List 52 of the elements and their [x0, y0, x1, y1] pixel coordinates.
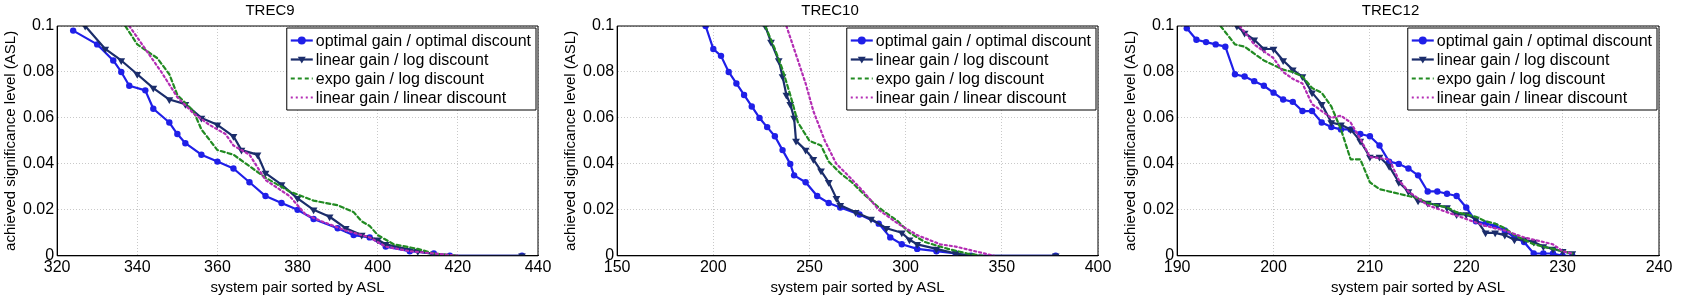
x-tick-label: 350 — [988, 257, 1016, 275]
legend-label: optimal gain / optimal discount — [1436, 31, 1653, 49]
chart-title: TREC12 — [1361, 1, 1420, 19]
legend-label: expo gain / log discount — [315, 69, 485, 87]
y-tick-label: 0.1 — [31, 16, 55, 34]
y-axis-title: achieved significance level (ASL) — [1121, 30, 1139, 251]
x-axis-title: system pair sorted by ASL — [770, 278, 945, 296]
x-tick-label: 360 — [204, 257, 231, 275]
x-tick-label: 240 — [1645, 257, 1673, 275]
x-tick-label: 250 — [796, 257, 823, 275]
y-tick-label: 0.06 — [1143, 108, 1175, 126]
legend-label: expo gain / log discount — [1436, 69, 1606, 87]
x-axis-title: system pair sorted by ASL — [210, 278, 385, 296]
legend-label: linear gain / linear discount — [1436, 88, 1628, 106]
y-axis-title: achieved significance level (ASL) — [1, 30, 19, 251]
legend-label: linear gain / log discount — [875, 50, 1049, 68]
legend-label: linear gain / log discount — [315, 50, 489, 68]
y-axis-title: achieved significance level (ASL) — [561, 30, 579, 251]
x-tick-label: 380 — [284, 257, 312, 275]
legend-label: optimal gain / optimal discount — [315, 31, 532, 49]
x-tick-label: 400 — [364, 257, 392, 275]
y-tick-label: 0.02 — [583, 200, 615, 218]
legend-label: optimal gain / optimal discount — [875, 31, 1092, 49]
chart-title: TREC10 — [801, 1, 859, 19]
y-tick-label: 0.04 — [583, 154, 615, 172]
x-axis-title: system pair sorted by ASL — [1330, 278, 1506, 296]
y-tick-label: 0.08 — [23, 62, 55, 80]
x-tick-label: 220 — [1452, 257, 1480, 275]
x-tick-label: 340 — [123, 257, 151, 275]
y-tick-label: 0.04 — [1143, 154, 1175, 172]
y-tick-label: 0.04 — [23, 154, 55, 172]
y-tick-label: 0.1 — [1151, 16, 1175, 34]
y-tick-label: 0.02 — [1143, 200, 1175, 218]
y-tick-label: 0.1 — [591, 16, 615, 34]
legend-label: expo gain / log discount — [875, 69, 1045, 87]
chart-title: TREC9 — [245, 1, 295, 19]
x-tick-label: 420 — [444, 257, 472, 275]
legend-label: linear gain / log discount — [1436, 50, 1610, 68]
x-tick-label: 300 — [892, 257, 920, 275]
legend-label: linear gain / linear discount — [315, 88, 507, 106]
legend-label: linear gain / linear discount — [875, 88, 1067, 106]
y-tick-label: 0.08 — [1143, 62, 1175, 80]
y-tick-label: 0.06 — [583, 108, 615, 126]
x-tick-label: 200 — [699, 257, 727, 275]
y-tick-label: 0.02 — [23, 200, 55, 218]
x-tick-label: 210 — [1356, 257, 1384, 275]
y-tick-label: 0.06 — [23, 108, 55, 126]
x-tick-label: 440 — [524, 257, 552, 275]
x-tick-label: 200 — [1260, 257, 1287, 275]
x-tick-label: 400 — [1084, 257, 1112, 275]
x-tick-label: 230 — [1549, 257, 1577, 275]
y-tick-label: 0.08 — [583, 62, 615, 80]
